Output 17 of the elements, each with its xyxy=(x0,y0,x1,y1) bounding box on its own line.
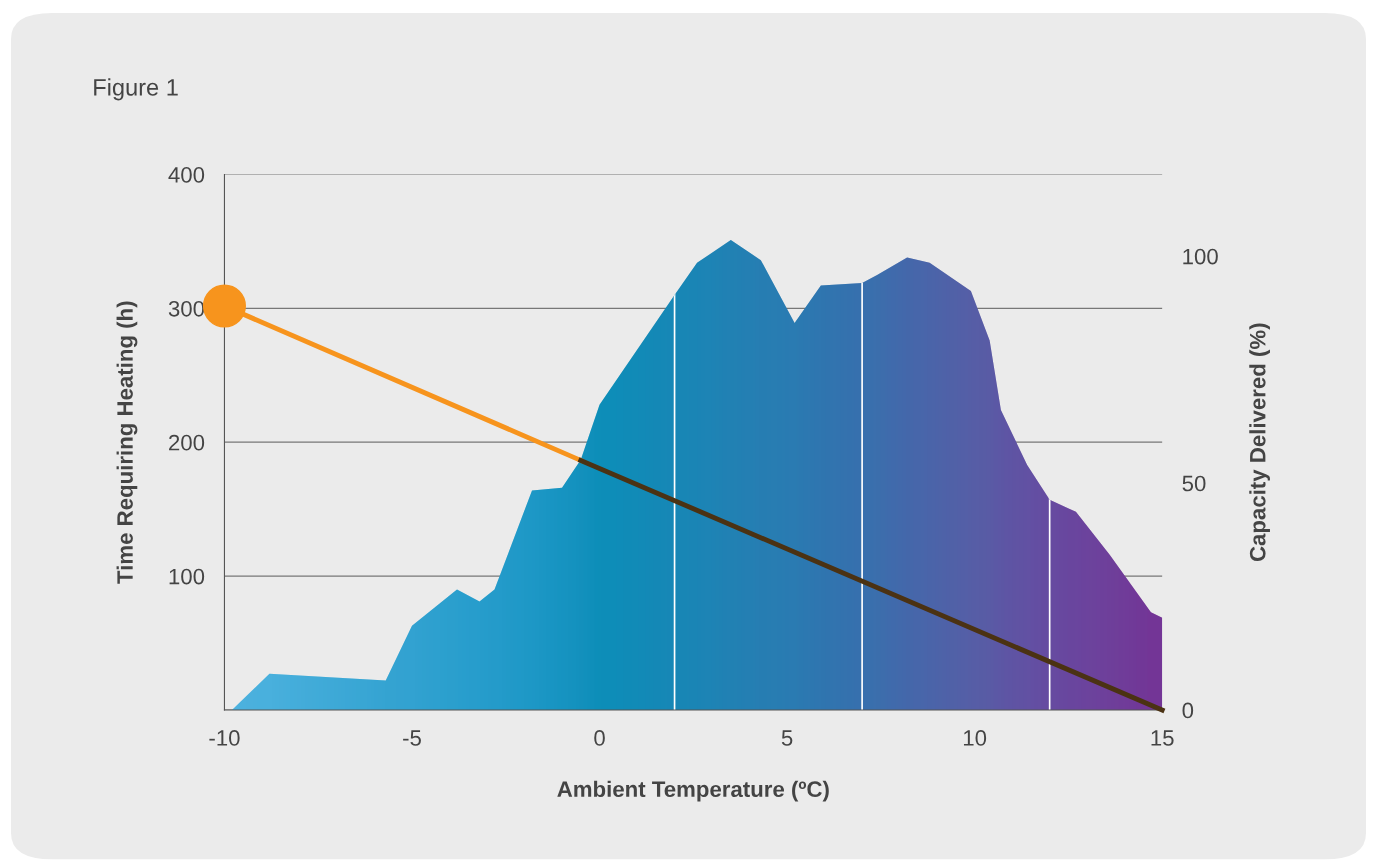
y-tick-label: 200 xyxy=(169,434,205,451)
y2-axis-title: Capacity Delivered (%) xyxy=(1249,323,1270,562)
x-tick-label: 10 xyxy=(963,730,987,746)
y-tick-label: 100 xyxy=(169,568,205,585)
x-tick-label: 15 xyxy=(1151,730,1174,746)
y2-tick-label: 50 xyxy=(1182,475,1206,492)
y2-tick-label: 100 xyxy=(1183,248,1218,265)
x-axis-title: Ambient Temperature (ºC) xyxy=(557,780,829,802)
chart-title: Figure 1 xyxy=(94,78,178,101)
x-tick-label: 0 xyxy=(594,730,605,746)
y-axis-title: Time Requiring Heating (h) xyxy=(116,301,138,584)
x-tick-label: -5 xyxy=(403,730,421,746)
x-tick-label: -10 xyxy=(209,730,240,746)
y-tick-label: 300 xyxy=(168,300,205,317)
y2-tick-label: 0 xyxy=(1182,702,1194,719)
y-tick-label: 400 xyxy=(168,167,205,183)
x-tick-label: 5 xyxy=(781,730,793,746)
